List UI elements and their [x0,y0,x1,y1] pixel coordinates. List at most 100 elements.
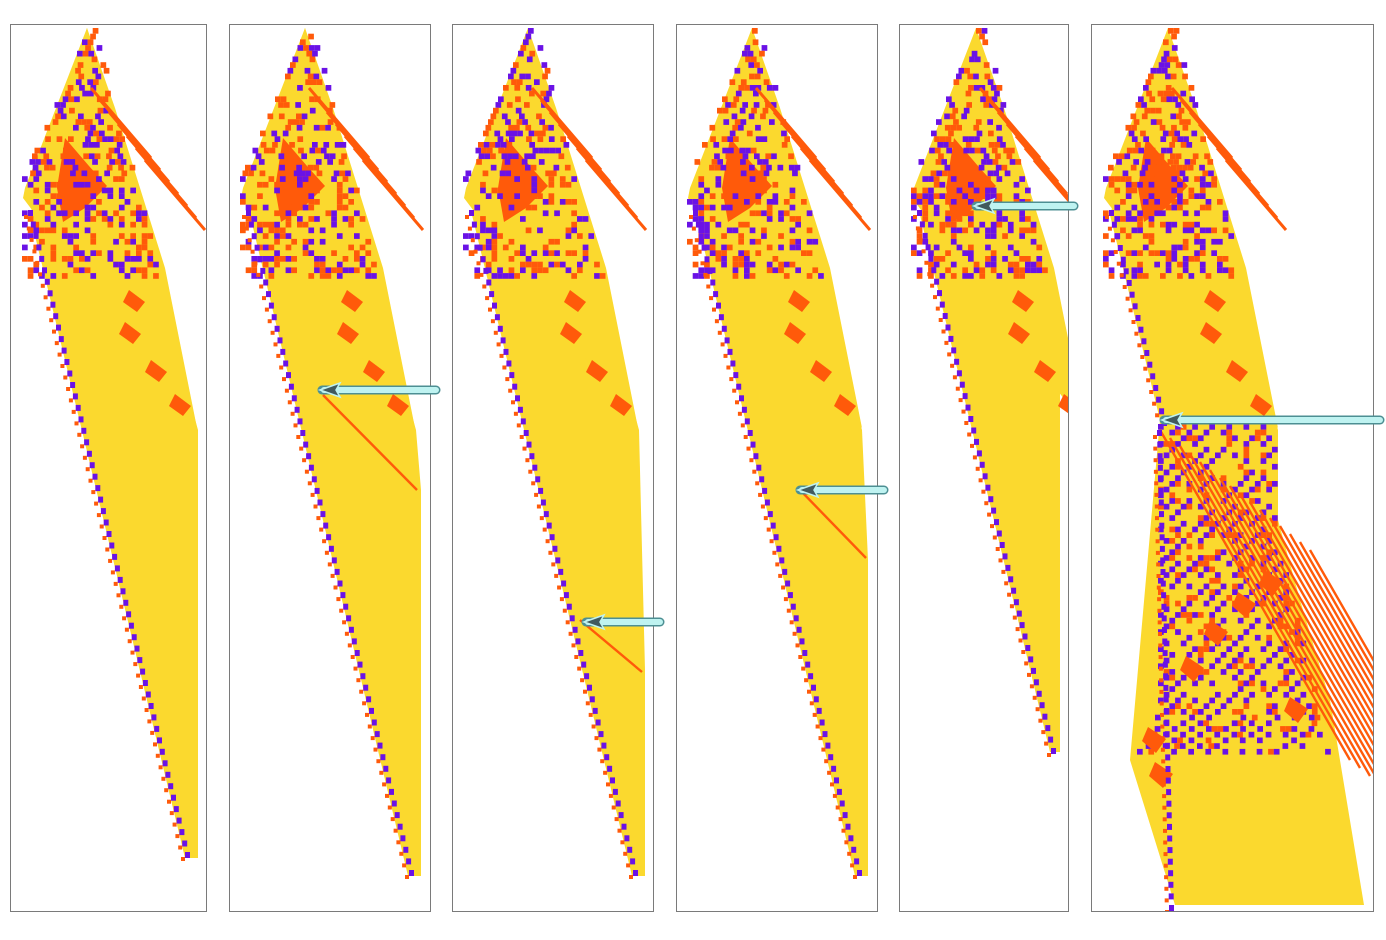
cell-purple [1197,520,1204,527]
cell-purple [789,204,796,211]
cell-purple [1150,67,1157,74]
cell-orange [1314,714,1321,721]
orange-blob [1284,697,1308,723]
cell-purple [331,176,337,182]
cell-orange [1186,595,1193,601]
cell-purple [528,130,535,137]
cell-purple [1007,227,1014,234]
cell-purple [483,142,490,148]
cell-orange [290,164,297,171]
cell-purple [102,136,108,142]
cell-orange [968,176,974,182]
cell-purple [950,176,957,182]
edge-cell-purple [520,418,526,425]
cell-purple [314,256,320,262]
cell-purple [67,233,74,239]
edge-cell-orange [1113,250,1118,254]
cell-purple [84,216,91,222]
edge-cell-orange [1137,343,1142,348]
cell-purple [485,193,492,199]
cell-purple [744,273,750,279]
cell-purple [1175,526,1181,533]
edge-cell-purple [64,359,70,365]
edge-cell-orange [1149,390,1154,394]
edge-cell-purple [78,416,84,423]
cell-orange [996,85,1003,91]
cell-orange [722,107,729,114]
edge-cell-orange [262,296,266,301]
cell-purple [990,187,997,194]
edge-cell-orange [82,455,87,460]
cell-purple [559,199,566,205]
edge-cell-purple [693,210,698,216]
edge-cell-orange [611,805,616,810]
cell-orange [1159,124,1166,131]
cell-purple [312,50,318,57]
cell-orange [743,164,749,171]
edge-cell-orange [1029,684,1034,689]
cell-orange [291,256,297,262]
cell-orange [762,107,769,114]
cell-orange [1025,227,1031,234]
cell-orange [738,238,744,245]
cell-purple [1239,737,1246,744]
cell-purple [1175,577,1181,584]
edge-cell-orange [626,863,631,868]
edge-cell-orange [1110,238,1115,243]
cell-purple [274,250,280,256]
edge-cell-purple [489,291,495,298]
cell-purple [981,159,987,165]
cell-purple [739,107,746,114]
cell-purple [968,216,974,222]
cell-orange [1192,595,1198,601]
edge-cell-orange [841,828,846,833]
cell-purple [371,273,377,279]
cell-orange [124,238,131,245]
cell-purple [491,273,498,279]
automaton-panel-2 [240,28,425,879]
cell-orange [1160,176,1166,182]
cell-purple [104,170,110,177]
cell-purple [1222,210,1229,217]
edge-cell-purple [98,496,104,503]
cell-orange [1243,663,1250,670]
cell-purple [1226,424,1233,430]
cell-orange [1243,469,1250,476]
cell-purple [62,96,69,103]
cell-purple [1158,424,1164,430]
edge-cell-purple [845,823,851,830]
cell-orange [1283,669,1290,675]
cell-orange [772,256,779,262]
cell-orange [738,261,744,268]
cell-purple [806,238,813,245]
cell-purple [1199,238,1206,245]
cell-orange [115,159,121,165]
cell-purple [766,216,773,222]
edge-cell-purple [70,382,76,388]
cell-orange [930,170,937,177]
cell-purple [1137,748,1143,755]
cell-orange [564,164,571,171]
cell-purple [911,193,917,199]
cell-purple [1277,663,1284,670]
cell-orange [1228,273,1235,279]
cell-orange [537,261,543,268]
edge-cell-orange [597,747,602,752]
edge-cell-orange [1154,492,1159,497]
cell-orange [502,244,509,251]
cell-orange [1209,520,1215,527]
cell-purple [1162,130,1169,137]
cell-orange [1260,600,1267,607]
cell-purple [1203,634,1210,641]
cell-purple [1199,244,1206,251]
edge-cell-purple [1165,777,1171,784]
cell-purple [515,107,522,114]
edge-cell-purple [968,416,974,422]
cell-orange [1228,267,1235,274]
cell-orange [506,102,513,108]
edge-cell-purple [1153,385,1159,391]
cell-orange [313,164,320,171]
cell-purple [944,113,950,120]
cell-purple [753,90,759,97]
cell-purple [124,273,131,279]
